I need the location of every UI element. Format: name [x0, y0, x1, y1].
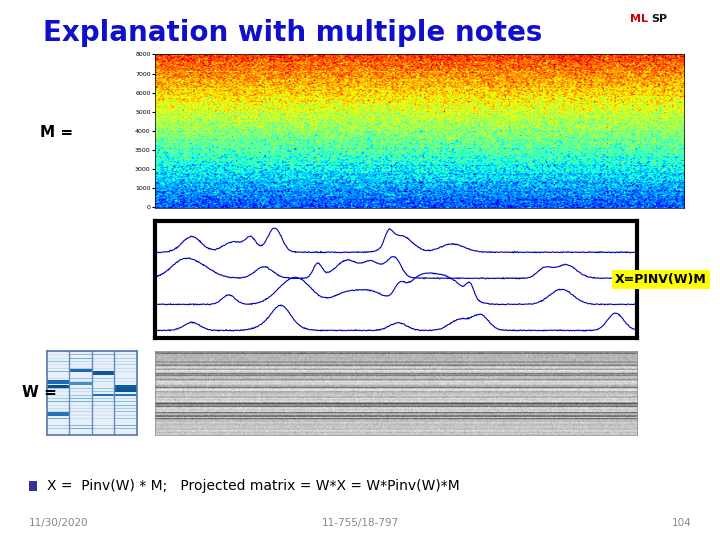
Text: 11/30/2020: 11/30/2020: [29, 518, 89, 528]
Text: ML: ML: [630, 14, 648, 24]
Text: 104: 104: [672, 518, 691, 528]
Text: SP: SP: [652, 14, 667, 24]
Text: Explanation with multiple notes: Explanation with multiple notes: [43, 19, 543, 47]
Text: W =: W =: [22, 385, 56, 400]
Text: M =: M =: [40, 125, 73, 140]
Text: 11-755/18-797: 11-755/18-797: [321, 518, 399, 528]
Text: X=PINV(W)M: X=PINV(W)M: [615, 273, 707, 286]
Text: X =  Pinv(W) * M;   Projected matrix = W*X = W*Pinv(W)*M: X = Pinv(W) * M; Projected matrix = W*X …: [47, 479, 459, 493]
